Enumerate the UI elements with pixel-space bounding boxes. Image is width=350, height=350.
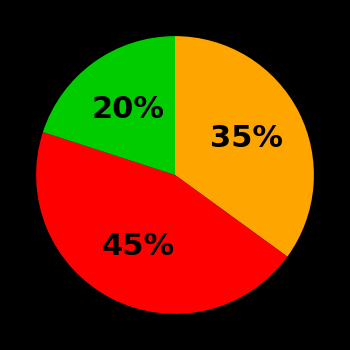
Text: 35%: 35% (210, 124, 283, 153)
Wedge shape (36, 132, 287, 314)
Text: 45%: 45% (102, 232, 175, 261)
Text: 20%: 20% (91, 95, 164, 124)
Wedge shape (175, 36, 314, 257)
Wedge shape (43, 36, 175, 175)
